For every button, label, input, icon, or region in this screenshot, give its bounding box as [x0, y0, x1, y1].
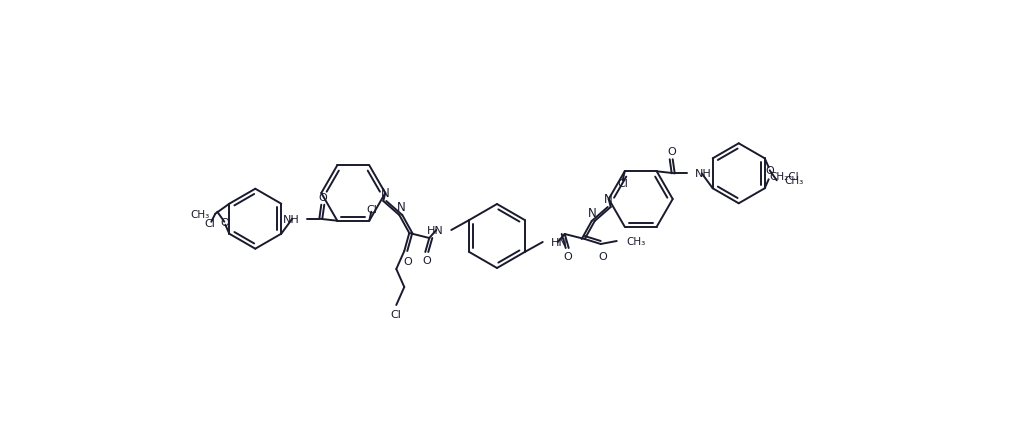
Text: CH₃: CH₃ [190, 209, 209, 219]
Text: Cl: Cl [391, 309, 401, 319]
Text: CH₂Cl: CH₂Cl [770, 172, 800, 182]
Text: O: O [422, 256, 431, 265]
Text: N: N [604, 193, 613, 206]
Text: CH₃: CH₃ [785, 176, 804, 186]
Text: O: O [220, 217, 228, 227]
Text: NH: NH [283, 214, 299, 224]
Text: N: N [381, 187, 390, 200]
Text: Cl: Cl [617, 179, 628, 189]
Text: HN: HN [551, 237, 567, 248]
Text: O: O [318, 192, 326, 202]
Text: O: O [598, 251, 607, 262]
Text: O: O [668, 147, 676, 157]
Text: O: O [766, 166, 774, 176]
Text: O: O [563, 251, 572, 262]
Text: CH₃: CH₃ [627, 236, 646, 246]
Text: Cl: Cl [205, 218, 216, 228]
Text: N: N [397, 201, 405, 214]
Text: O: O [403, 256, 412, 266]
Text: HN: HN [427, 225, 443, 236]
Text: Cl: Cl [367, 204, 378, 214]
Text: N: N [589, 207, 597, 220]
Text: NH: NH [695, 169, 711, 179]
